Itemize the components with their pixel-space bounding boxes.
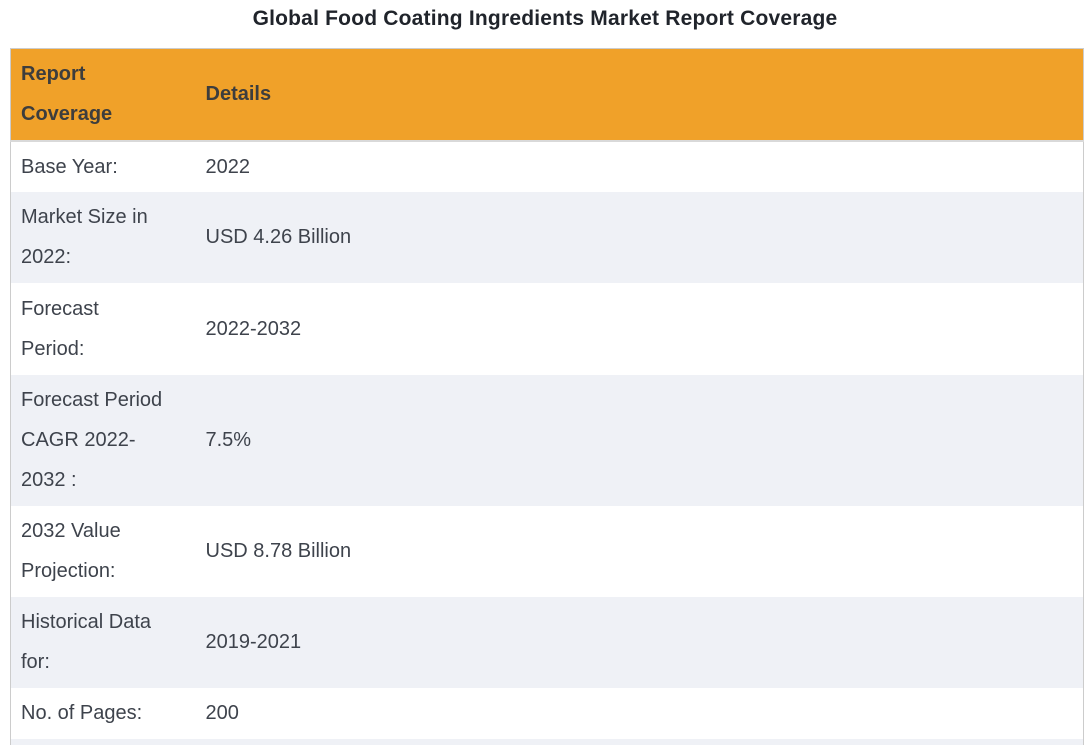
report-coverage-table: Report Coverage Details Base Year: 2022 … xyxy=(10,48,1084,745)
row-value: 2019-2021 xyxy=(205,631,302,653)
row-value: 200 xyxy=(205,702,239,724)
table-row: Historical Data for: 2019-2021 xyxy=(10,596,1084,688)
header-cell-report-coverage: Report Coverage xyxy=(21,63,113,126)
table-row: 2032 Value Projection: USD 8.78 Billion xyxy=(10,505,1084,597)
row-label: No. of Pages: xyxy=(21,702,143,724)
row-value: 2022 xyxy=(205,155,251,178)
row-label: Forecast Period CAGR 2022- 2032 : xyxy=(21,389,163,491)
row-value: 2022-2032 xyxy=(205,317,302,340)
table-row: No. of Pages: 200 xyxy=(10,687,1084,739)
row-value: USD 4.26 Billion xyxy=(205,226,352,248)
row-value xyxy=(196,739,1084,745)
table-row: Forecast Period: 2022-2032 xyxy=(10,282,1084,375)
row-label: Market Size in 2022: xyxy=(21,206,148,268)
row-label: Forecast Period: xyxy=(21,297,99,360)
row-label: Base Year: xyxy=(21,155,118,178)
table-row: Base Year: 2022 xyxy=(10,140,1084,192)
row-label xyxy=(11,739,196,745)
row-label: Historical Data for: xyxy=(21,611,152,673)
page-title: Global Food Coating Ingredients Market R… xyxy=(252,7,838,30)
table-header-row: Report Coverage Details xyxy=(10,48,1084,141)
row-value: 7.5% xyxy=(205,429,252,451)
table-row: Market Size in 2022: USD 4.26 Billion xyxy=(10,191,1084,283)
row-label: 2032 Value Projection: xyxy=(21,520,121,582)
partial-next-row xyxy=(10,738,1084,745)
table-row: Forecast Period CAGR 2022- 2032 : 7.5% xyxy=(10,374,1084,506)
header-cell-details: Details xyxy=(205,83,272,106)
row-value: USD 8.78 Billion xyxy=(205,540,352,562)
